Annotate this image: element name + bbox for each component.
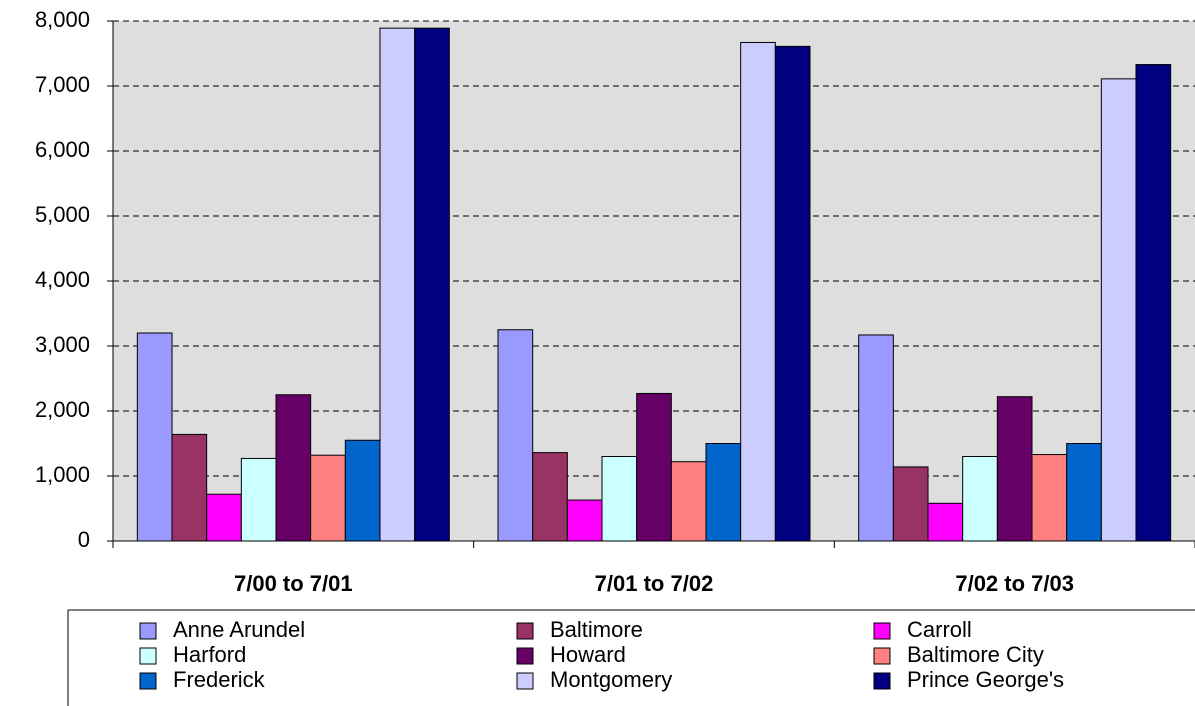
y-tick-label: 0 <box>78 527 90 552</box>
bar <box>275 394 312 542</box>
bar <box>705 443 742 542</box>
legend-label: Carroll <box>907 617 972 642</box>
bar <box>962 456 998 542</box>
bar <box>344 439 381 542</box>
legend-swatch <box>516 672 534 690</box>
bar <box>171 433 208 542</box>
legend-swatch <box>139 622 157 640</box>
legend-label: Montgomery <box>550 667 672 692</box>
bar <box>1066 443 1102 542</box>
bar <box>601 456 638 542</box>
legend-swatch <box>516 647 534 665</box>
bar <box>996 396 1033 542</box>
bar <box>858 334 894 542</box>
legend-swatch <box>873 647 891 665</box>
bar <box>136 332 173 542</box>
bar <box>206 493 242 542</box>
bar <box>497 329 534 542</box>
x-tick-label: 7/00 to 7/01 <box>234 571 353 596</box>
legend-label: Baltimore City <box>907 642 1044 667</box>
y-tick-label: 5,000 <box>35 202 90 227</box>
legend-label: Howard <box>550 642 626 667</box>
legend-label: Baltimore <box>550 617 643 642</box>
bar <box>927 502 964 542</box>
bar <box>240 457 277 542</box>
bar <box>532 452 568 542</box>
x-tick-label: 7/02 to 7/03 <box>955 571 1074 596</box>
legend-swatch <box>139 647 157 665</box>
y-tick-label: 3,000 <box>35 332 90 357</box>
y-tick-label: 7,000 <box>35 72 90 97</box>
bar <box>892 466 929 542</box>
bar <box>414 27 450 542</box>
x-tick-label: 7/01 to 7/02 <box>595 571 714 596</box>
legend-label: Frederick <box>173 667 266 692</box>
bar <box>379 27 416 542</box>
bar <box>740 41 776 542</box>
y-tick-label: 4,000 <box>35 267 90 292</box>
legend-label: Prince George's <box>907 667 1064 692</box>
bar <box>1031 454 1068 542</box>
legend-label: Harford <box>173 642 246 667</box>
bar <box>1100 78 1137 542</box>
y-tick-label: 2,000 <box>35 397 90 422</box>
bar <box>1135 64 1172 542</box>
legend-swatch <box>139 672 157 690</box>
bar <box>566 499 603 542</box>
y-tick-label: 6,000 <box>35 137 90 162</box>
legend-label: Anne Arundel <box>173 617 305 642</box>
legend-swatch <box>873 622 891 640</box>
bar <box>310 454 346 542</box>
y-tick-label: 1,000 <box>35 462 90 487</box>
bar <box>774 45 811 542</box>
legend-swatch <box>873 672 891 690</box>
bar <box>636 392 672 542</box>
legend-swatch <box>516 622 534 640</box>
bar <box>670 461 707 542</box>
y-tick-label: 8,000 <box>35 7 90 32</box>
